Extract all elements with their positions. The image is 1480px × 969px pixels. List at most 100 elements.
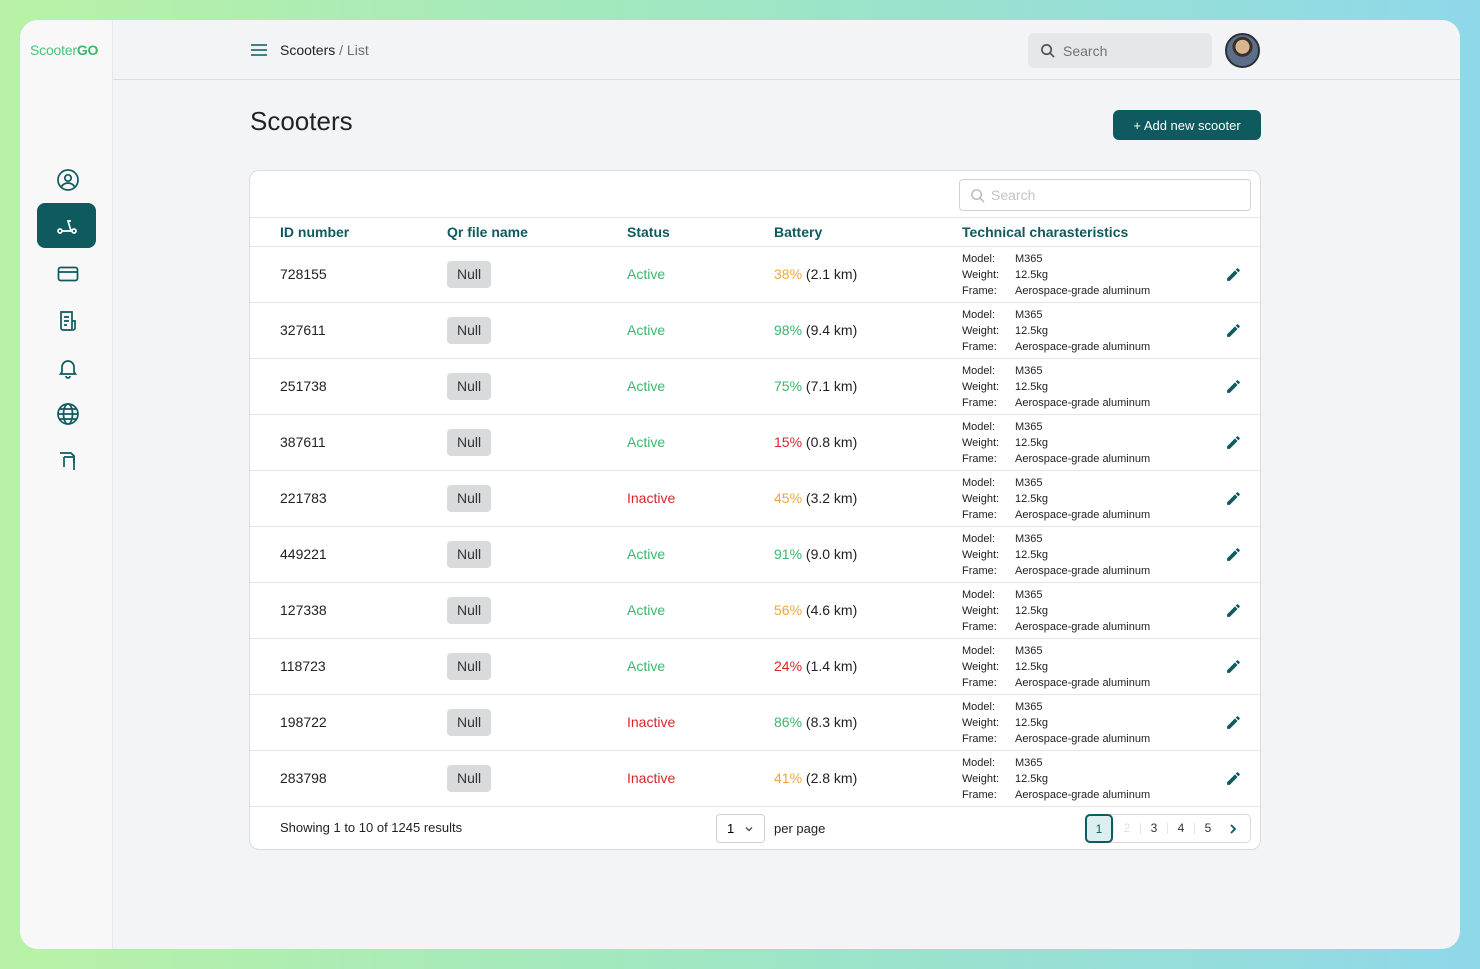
user-circle-icon: [57, 169, 79, 191]
global-search-input[interactable]: [1063, 42, 1193, 59]
results-summary: Showing 1 to 10 of 1245 results: [280, 820, 463, 835]
table-row[interactable]: 728155 Null Active 38% (2.1 km) Model: M365 We…: [250, 247, 1260, 303]
spec-label-frame: Frame:: [962, 509, 997, 521]
edit-button[interactable]: [1224, 377, 1242, 395]
spec-model: M365: [1015, 589, 1043, 601]
sidebar-item-scooters[interactable]: [37, 203, 96, 248]
sidebar-item-documents[interactable]: [56, 309, 80, 333]
edit-button[interactable]: [1224, 433, 1242, 451]
sidebar-item-users[interactable]: [56, 168, 80, 192]
globe-icon: [57, 403, 79, 425]
spec-label-weight: Weight:: [962, 717, 1000, 729]
sidebar-item-notifications[interactable]: [56, 356, 80, 380]
qr-file-badge: Null: [447, 597, 492, 624]
spec-label-model: Model:: [962, 421, 996, 433]
spec-model: M365: [1015, 365, 1043, 377]
scooter-id: 118723: [280, 658, 326, 674]
spec-frame: Aerospace-grade aluminum: [1015, 621, 1151, 633]
technical-specs: Model: M365 Weight: 12.5kg Frame: Aerospace-g…: [962, 699, 1150, 747]
battery-percent: 45%: [774, 490, 803, 506]
breadcrumb-separator: /: [339, 42, 344, 58]
edit-button[interactable]: [1224, 321, 1242, 339]
technical-specs: Model: M365 Weight: 12.5kg Frame: Aerospace-g…: [962, 531, 1150, 579]
status-label: Active: [627, 434, 666, 450]
battery-percent: 56%: [774, 602, 803, 618]
spec-model: M365: [1015, 421, 1043, 433]
table-row[interactable]: 327611 Null Active 98% (9.4 km) Model: M365 We…: [250, 303, 1260, 359]
battery-percent: 41%: [774, 770, 803, 786]
spec-weight: 12.5kg: [1015, 773, 1049, 785]
bell-icon: [58, 360, 78, 379]
column-header-id[interactable]: ID number: [280, 224, 350, 240]
sidebar-item-regions[interactable]: [56, 402, 80, 426]
page-button[interactable]: 2: [1113, 822, 1140, 834]
spec-label-weight: Weight:: [962, 325, 1000, 337]
column-header-battery[interactable]: Battery: [774, 224, 823, 240]
table-row[interactable]: 251738 Null Active 75% (7.1 km) Model: M365 We…: [250, 359, 1260, 415]
qr-file-badge: Null: [447, 653, 492, 680]
next-page-button[interactable]: [1221, 823, 1245, 835]
spec-label-frame: Frame:: [962, 397, 997, 409]
spec-label-weight: Weight:: [962, 549, 1000, 561]
page-button[interactable]: 3: [1140, 822, 1167, 834]
battery-percent: 38%: [774, 266, 803, 282]
table-search: [959, 179, 1251, 211]
edit-button[interactable]: [1224, 769, 1242, 787]
page-button[interactable]: 4: [1167, 822, 1194, 834]
status-label: Inactive: [627, 770, 676, 786]
global-search: [1028, 33, 1212, 68]
sidebar-item-copies[interactable]: [56, 449, 80, 473]
battery-cell: 98% (9.4 km): [774, 322, 857, 338]
table-row[interactable]: 198722 Null Inactive 86% (8.3 km) Model: M365…: [250, 695, 1260, 751]
pencil-icon: [1226, 267, 1240, 281]
page-button-current[interactable]: 1: [1085, 814, 1113, 843]
edit-button[interactable]: [1224, 601, 1242, 619]
column-header-qr[interactable]: Qr file name: [447, 224, 528, 240]
app-logo: ScooterGO: [30, 42, 99, 58]
per-page-select[interactable]: 1: [716, 814, 765, 843]
spec-label-frame: Frame:: [962, 621, 997, 633]
add-new-scooter-button[interactable]: + Add new scooter: [1113, 110, 1261, 140]
battery-cell: 86% (8.3 km): [774, 714, 857, 730]
edit-button[interactable]: [1224, 265, 1242, 283]
table-footer: Showing 1 to 10 of 1245 results 1 per pa…: [250, 807, 1260, 849]
breadcrumb-section-link[interactable]: Scooters: [280, 42, 336, 58]
battery-cell: 38% (2.1 km): [774, 266, 857, 282]
table-row[interactable]: 118723 Null Active 24% (1.4 km) Model: M365 We…: [250, 639, 1260, 695]
spec-model: M365: [1015, 533, 1043, 545]
table-search-input[interactable]: [991, 187, 1241, 203]
edit-button[interactable]: [1224, 657, 1242, 675]
edit-button[interactable]: [1224, 545, 1242, 563]
menu-toggle-button[interactable]: [250, 41, 268, 59]
sidebar-item-payments[interactable]: [56, 262, 80, 286]
page-title: Scooters: [250, 106, 353, 136]
spec-label-weight: Weight:: [962, 269, 1000, 281]
battery-cell: 41% (2.8 km): [774, 770, 857, 786]
column-header-technical[interactable]: Technical charasteristics: [962, 224, 1129, 240]
battery-range: (9.4 km): [805, 322, 858, 338]
edit-button[interactable]: [1224, 489, 1242, 507]
pencil-icon: [1226, 323, 1240, 337]
edit-button[interactable]: [1224, 713, 1242, 731]
technical-specs: Model: M365 Weight: 12.5kg Frame: Aerospace-g…: [962, 587, 1150, 635]
app-window: ScooterGO Scooters / List: [20, 20, 1460, 949]
technical-specs: Model: M365 Weight: 12.5kg Frame: Aerospace-g…: [962, 251, 1150, 299]
per-page-label: per page: [774, 821, 826, 836]
spec-frame: Aerospace-grade aluminum: [1015, 341, 1151, 353]
table-row[interactable]: 221783 Null Inactive 45% (3.2 km) Model: M365…: [250, 471, 1260, 527]
per-page-value: 1: [727, 821, 735, 836]
battery-cell: 75% (7.1 km): [774, 378, 857, 394]
pencil-icon: [1226, 547, 1240, 561]
table-row[interactable]: 127338 Null Active 56% (4.6 km) Model: M365 We…: [250, 583, 1260, 639]
column-header-status[interactable]: Status: [627, 224, 670, 240]
table-row[interactable]: 387611 Null Active 15% (0.8 km) Model: M365 We…: [250, 415, 1260, 471]
avatar[interactable]: [1225, 33, 1260, 68]
spec-label-model: Model:: [962, 477, 996, 489]
spec-label-weight: Weight:: [962, 437, 1000, 449]
table-row[interactable]: 449221 Null Active 91% (9.0 km) Model: M365 We…: [250, 527, 1260, 583]
page-button[interactable]: 5: [1194, 822, 1221, 834]
spec-weight: 12.5kg: [1015, 381, 1049, 393]
table-row[interactable]: 283798 Null Inactive 41% (2.8 km) Model: M365…: [250, 751, 1260, 807]
spec-label-frame: Frame:: [962, 789, 997, 801]
scooters-table-card: ID number Qr file name Status Battery Te…: [249, 170, 1261, 850]
